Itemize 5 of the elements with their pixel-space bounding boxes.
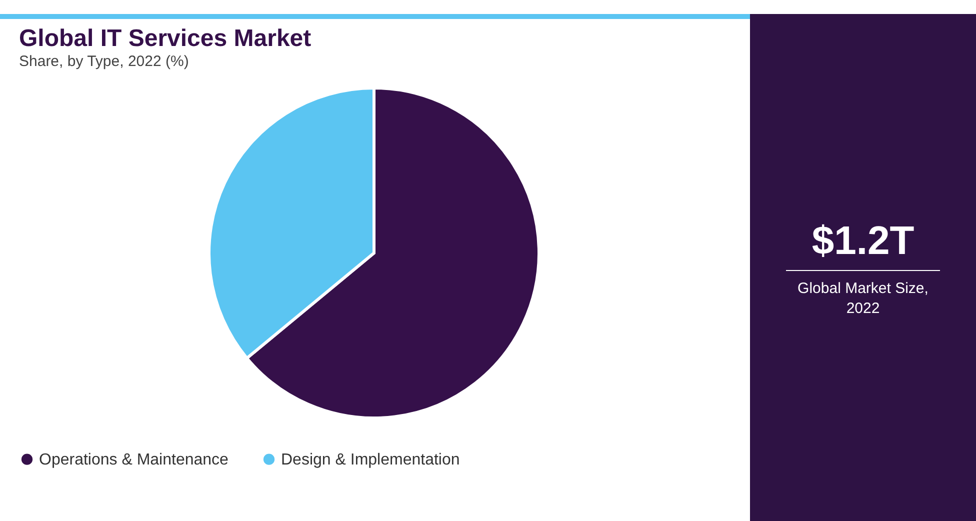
chart-title: Global IT Services Market [19,25,312,52]
legend-label: Operations & Maintenance [39,451,229,468]
legend-label: Design & Implementation [281,451,460,468]
side-panel: $1.2T Global Market Size, 2022 [750,14,976,521]
chart-subtitle: Share, by Type, 2022 (%) [19,53,189,70]
